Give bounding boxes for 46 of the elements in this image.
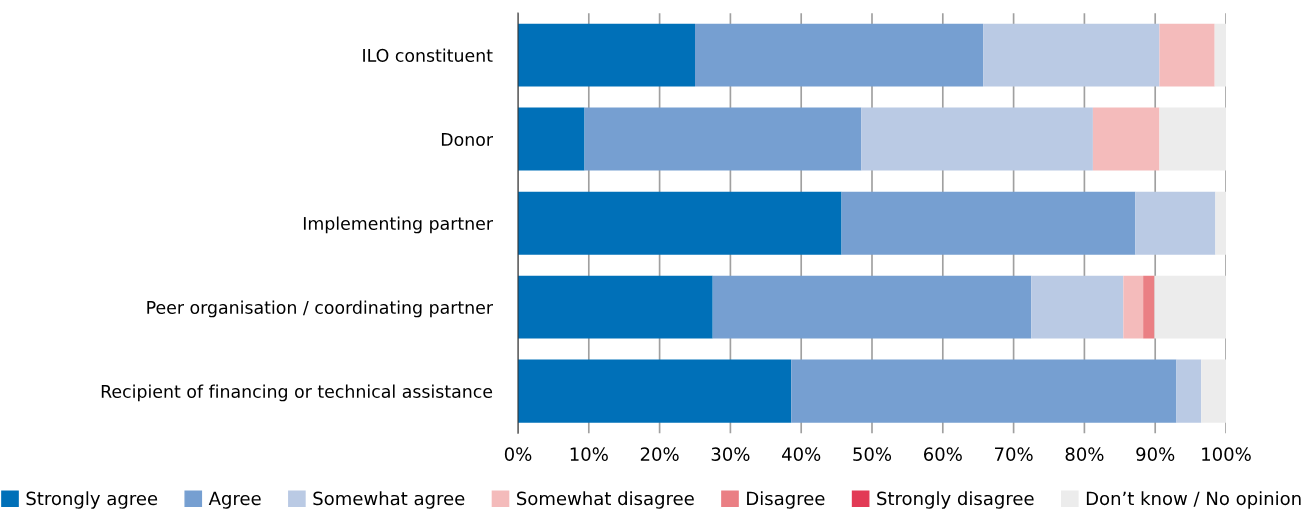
bar xyxy=(518,23,695,87)
bar xyxy=(983,23,1160,87)
bar xyxy=(1135,191,1216,255)
bar xyxy=(695,23,984,87)
bar xyxy=(1201,359,1226,423)
x-tick-label: 60% xyxy=(924,447,962,461)
y-tick-label: Donor xyxy=(441,133,493,146)
x-tick-label: 90% xyxy=(1136,447,1175,461)
bar xyxy=(841,191,1136,255)
bar xyxy=(791,359,1177,423)
bar xyxy=(1215,191,1226,255)
x-tick-label: 30% xyxy=(711,447,750,461)
x-tick-label: 50% xyxy=(853,447,892,461)
bar xyxy=(1092,107,1160,171)
x-tick-label: 40% xyxy=(782,447,821,461)
y-tick-label: ILO constituent xyxy=(363,48,493,62)
bar xyxy=(861,107,1093,171)
y-tick-label: Recipient of financing or technical assistance xyxy=(101,384,493,402)
x-tick-label: 70% xyxy=(995,447,1033,461)
legend-label: Somewhat disagree xyxy=(517,491,694,509)
bar xyxy=(1176,359,1202,423)
legend-label: Strongly disagree xyxy=(877,491,1034,509)
x-tick-label: 80% xyxy=(1065,447,1104,461)
y-tick-label: Implementing partner xyxy=(303,216,493,234)
bar xyxy=(518,191,842,255)
bar xyxy=(1159,107,1226,171)
legend-label: Somewhat agree xyxy=(313,491,465,509)
y-tick-label: Peer organisation / coordinating partner xyxy=(147,300,493,318)
x-tick-label: 20% xyxy=(640,447,679,461)
legend-label: Disagree xyxy=(747,491,825,509)
x-tick-label: 10% xyxy=(570,447,608,461)
bar xyxy=(1159,23,1215,87)
legend-label: Strongly agree xyxy=(26,491,158,509)
bar xyxy=(1154,275,1226,339)
bar xyxy=(584,107,862,171)
bar xyxy=(518,275,713,339)
bar xyxy=(518,359,792,423)
bar xyxy=(1031,275,1124,339)
bar xyxy=(518,107,585,171)
legend-label: Agree xyxy=(208,491,261,509)
x-tick-label: 0% xyxy=(504,447,532,461)
bar xyxy=(1143,275,1155,339)
bar xyxy=(712,275,1032,339)
legend-label: Don’t know / No opinion xyxy=(1086,491,1301,509)
bar xyxy=(1123,275,1144,339)
x-tick-label: 100% xyxy=(1202,447,1251,461)
